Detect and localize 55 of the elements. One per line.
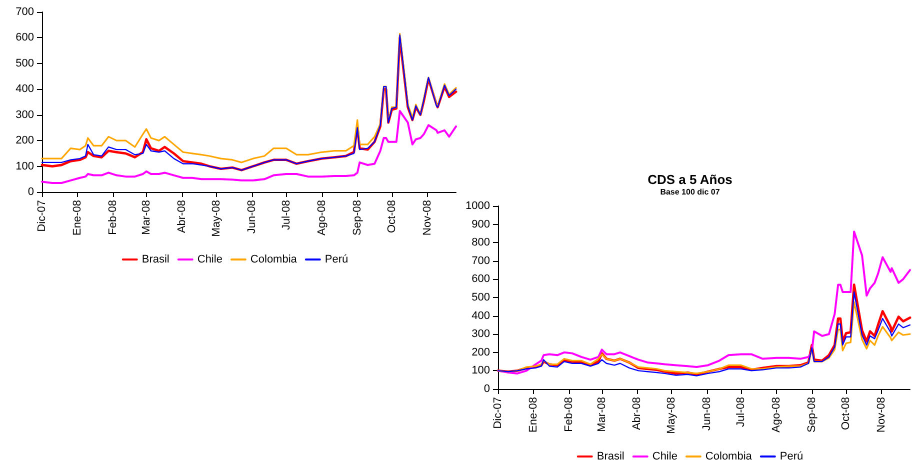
y-tick-label: 0: [28, 186, 34, 198]
y-tick-label: 700: [472, 254, 490, 267]
legend-label: Perú: [324, 254, 348, 266]
y-tick-label: 700: [16, 6, 34, 18]
x-tick-label: Dic-07: [492, 397, 504, 429]
y-tick-label: 100: [472, 364, 490, 377]
line-series: [41, 110, 457, 184]
x-tick-label: May-08: [210, 200, 222, 237]
y-tick-label: 400: [16, 83, 34, 96]
x-tick-label: Feb-08: [562, 397, 575, 432]
x-tick-label: Oct-08: [386, 200, 398, 234]
y-tick-label: 300: [472, 328, 490, 340]
y-tick-label: 1000: [466, 200, 490, 212]
x-tick-label: Oct-08: [840, 397, 852, 430]
x-tick-label: Feb-08: [107, 200, 120, 235]
x-tick-label: Ene-08: [527, 397, 540, 432]
y-tick-label: 500: [472, 292, 490, 304]
legend-label: Perú: [780, 450, 804, 462]
legend-label: Chile: [652, 450, 678, 462]
x-tick-label: Nov-08: [421, 200, 434, 236]
x-tick-label: Mar-08: [140, 200, 152, 235]
x-tick-label: Abr-08: [176, 200, 188, 234]
x-tick-label: Abr-08: [631, 397, 644, 430]
y-tick-label: 100: [16, 160, 34, 172]
x-tick-label: Ago-08: [316, 200, 328, 236]
x-tick-label: Sep-08: [806, 397, 818, 432]
x-tick-label: Dic-07: [36, 200, 48, 232]
legend-label: Brasil: [142, 254, 170, 266]
x-tick-label: Jul-08: [735, 397, 748, 427]
y-tick-label: 600: [472, 273, 490, 286]
y-tick-label: 500: [16, 57, 34, 70]
chart-subtitle: Base 100 dic 07: [660, 188, 720, 196]
y-tick-label: 600: [16, 32, 34, 44]
x-tick-label: Jun-08: [246, 200, 258, 234]
y-tick-label: 300: [16, 108, 34, 121]
chart-title: CDS a 5 Años: [648, 172, 732, 187]
x-tick-label: Sep-08: [351, 200, 364, 236]
legend-label: Colombia: [250, 254, 298, 266]
y-tick-label: 0: [484, 383, 490, 395]
y-tick-label: 200: [472, 346, 490, 358]
x-tick-label: Ago-08: [770, 397, 782, 432]
x-tick-label: May-08: [665, 397, 678, 434]
y-tick-label: 400: [472, 310, 490, 322]
y-tick-label: 900: [472, 218, 490, 230]
y-tick-label: 800: [472, 236, 490, 249]
x-tick-label: Jul-08: [280, 200, 292, 230]
y-tick-label: 200: [16, 134, 34, 147]
line-series: [497, 230, 911, 374]
legend-label: Chile: [197, 254, 222, 266]
legend-label: Colombia: [705, 450, 753, 462]
x-tick-label: Jun-08: [700, 397, 713, 431]
legend-label: Brasil: [596, 450, 624, 462]
x-tick-label: Ene-08: [72, 200, 84, 236]
x-tick-label: Mar-08: [596, 397, 608, 432]
x-tick-label: Nov-08: [875, 397, 888, 432]
